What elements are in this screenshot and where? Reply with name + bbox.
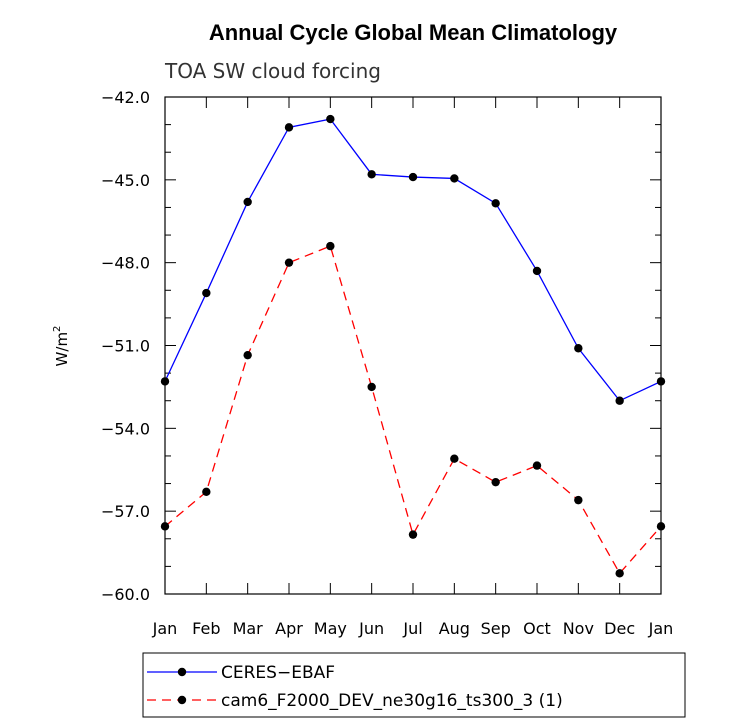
series-2-point [202,487,211,497]
x-tick-label: Nov [563,619,594,638]
series-2 [160,241,666,578]
series-1-point [408,172,418,182]
series-2-point [450,454,459,463]
plot-frame [164,96,662,595]
legend-marker-1 [177,667,187,677]
x-tick-label: Jan [152,619,178,638]
y-tick-label: −60.0 [101,585,150,604]
x-tick-label: Jan [648,619,674,638]
x-tick-labels: Jan Feb Mar Apr May Jun Jul Aug Sep Oct Nov Dec Jan [152,619,674,638]
x-tick-label: Aug [439,619,470,638]
series-2-point [532,461,542,470]
series-layer [160,114,666,578]
y-tick-label: −45.0 [101,171,150,190]
series-1-line [164,118,662,402]
series-1-point [202,288,211,298]
series-2-point [574,495,583,505]
series-2-point [491,477,500,487]
series-2-point [615,569,624,578]
x-tick-label: May [314,619,347,638]
legend-marker-2 [177,695,187,705]
y-tick-label: −57.0 [101,502,150,521]
series-2-point [326,241,335,251]
series-1-point [491,199,500,208]
series-2-line [164,245,662,575]
x-tick-label: Feb [192,619,220,638]
series-1-point [615,396,624,405]
legend-label-2: cam6_F2000_DEV_ne30g16_ts300_3 (1) [221,691,563,711]
series-1-point [574,344,583,353]
series-1-point [367,170,376,179]
legend-entry-2: cam6_F2000_DEV_ne30g16_ts300_3 (1) [147,691,563,711]
y-tick-label: −54.0 [101,419,150,438]
y-axis-label-superscript: 2 [52,326,63,332]
y-axis-label: W/m2 [52,326,71,367]
x-tick-label: Jun [358,619,384,638]
series-2-point [243,350,252,360]
y-tick-label: −42.0 [101,88,150,107]
x-tick-label: Mar [233,619,264,638]
series-1 [160,114,666,405]
series-2-point [284,258,294,267]
legend: CERES−EBAF cam6_F2000_DEV_ne30g16_ts300_3… [147,663,563,711]
series-1-point [284,123,294,132]
legend-entry-1: CERES−EBAF [147,663,335,683]
x-tick-label: Apr [275,619,303,638]
x-tick-label: Dec [604,619,635,638]
series-1-point [243,197,252,207]
series-2-point [408,530,418,539]
x-tick-label: Oct [523,619,551,638]
legend-box [142,652,686,718]
y-tick-labels: −42.0 −45.0 −48.0 −51.0 −54.0 −57.0 −60.0 [101,88,150,604]
y-tick-label: −51.0 [101,337,150,356]
axis-ticks [164,96,662,595]
series-1-point [326,114,335,124]
chart-title: Annual Cycle Global Mean Climatology [209,20,618,45]
series-2-point [367,382,376,392]
series-1-point [532,266,542,276]
legend-label-1: CERES−EBAF [221,663,335,683]
y-tick-label: −48.0 [101,254,150,273]
x-tick-label: Jul [402,619,422,638]
x-tick-label: Sep [481,619,511,638]
series-1-point [450,174,459,183]
chart-subtitle: TOA SW cloud forcing [164,59,381,83]
y-axis-label-text: W/m [53,332,71,367]
